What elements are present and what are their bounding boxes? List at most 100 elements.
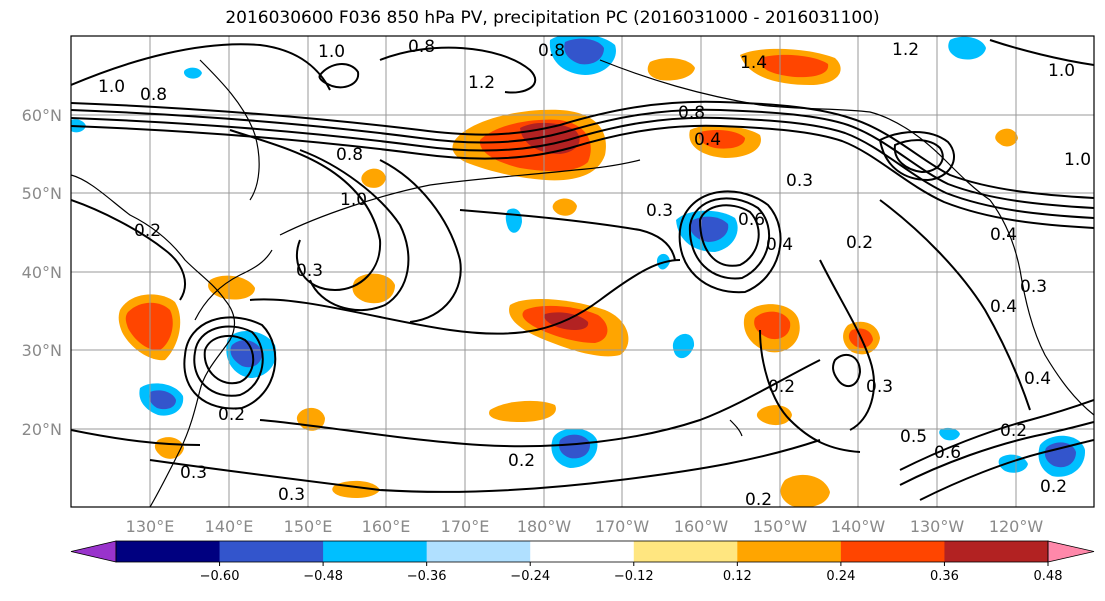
contour-label: 0.8 (336, 145, 363, 165)
precip-blob (647, 58, 695, 81)
pv-contour (71, 100, 1094, 199)
contour-label: 1.0 (318, 42, 345, 62)
contour-label: 0.5 (900, 427, 927, 447)
precip-blob (149, 390, 176, 410)
pv-contours (71, 39, 1094, 501)
latitude-label: 50°N (22, 184, 62, 203)
contour-label: 0.4 (694, 130, 721, 150)
pv-contour (379, 46, 537, 94)
precip-blob (1044, 442, 1076, 468)
contour-label: 0.8 (140, 85, 167, 105)
latitude-label: 60°N (22, 106, 62, 125)
pv-contour (459, 209, 676, 261)
latitude-label: 40°N (22, 263, 62, 282)
pv-contour (318, 63, 360, 89)
contour-label: 0.2 (1000, 421, 1027, 441)
longitude-labels: 130°E 140°E 150°E 160°E 170°E 180°W 170°… (126, 517, 1044, 536)
contour-label: 0.3 (1020, 277, 1047, 297)
contour-label: 0.2 (218, 405, 245, 425)
contour-label: 1.2 (892, 40, 919, 60)
precip-blob (183, 67, 202, 79)
pv-contour (698, 204, 760, 267)
pv-contour (71, 124, 1094, 229)
pv-contour (229, 129, 382, 292)
precip-blob (699, 130, 745, 149)
longitude-label: 170°W (595, 517, 650, 536)
pv-contour (183, 316, 277, 410)
pv-contour (259, 359, 821, 448)
colorbar-tick-label: −0.48 (303, 569, 343, 584)
contour-label: 1.4 (740, 53, 767, 73)
pv-contour (879, 199, 1031, 411)
contour-label: 0.3 (180, 463, 207, 483)
map-content: 1.0 0.8 1.0 0.8 1.2 0.8 1.4 1.2 1.0 0.8 … (71, 36, 1094, 510)
pv-contour (71, 43, 331, 91)
contour-label: 0.3 (278, 485, 305, 505)
contour-label: 0.3 (786, 171, 813, 191)
contour-label: 0.2 (745, 490, 772, 510)
contour-label: 0.3 (866, 377, 893, 397)
coastline-hawaii (729, 419, 743, 437)
graticule (71, 36, 1094, 507)
contour-label: 0.2 (134, 221, 161, 241)
contour-label: 0.4 (990, 225, 1017, 245)
longitude-label: 170°E (441, 517, 490, 536)
colorbar-tick-label: −0.12 (614, 569, 654, 584)
colorbar-segment (944, 541, 1049, 562)
pv-contour (149, 439, 821, 493)
coastline-japan (194, 249, 273, 321)
precip-blob (948, 36, 986, 60)
longitude-label: 120°W (989, 517, 1044, 536)
coastline-alaska (599, 59, 991, 201)
colorbar-border (115, 540, 1049, 563)
contour-label: 0.3 (296, 261, 323, 281)
pv-contour (678, 190, 782, 294)
map-border (70, 35, 1095, 508)
contour-label: 0.6 (934, 443, 961, 463)
figure-title: 2016030600 F036 850 hPa PV, precipitatio… (225, 8, 880, 28)
pv-contour (989, 39, 1094, 66)
colorbar-segment (219, 541, 324, 562)
contour-label: 1.0 (1064, 150, 1091, 170)
contour-label: 0.8 (678, 103, 705, 123)
pv-contour (249, 259, 681, 335)
pv-contour (299, 149, 410, 312)
colorbar-tick-label: −0.60 (200, 569, 240, 584)
precip-blob (754, 311, 791, 340)
longitude-label: 130°W (910, 517, 965, 536)
pv-contour (203, 334, 255, 385)
precip-blob (995, 128, 1018, 147)
colorbar-tick-label: 0.12 (723, 569, 752, 584)
pv-contour (819, 259, 875, 431)
contour-label: 0.8 (538, 41, 565, 61)
coastlines (71, 59, 1094, 507)
contour-label: 0.2 (508, 451, 535, 471)
colorbar-segment (530, 541, 635, 562)
longitude-label: 130°E (126, 517, 175, 536)
precip-blob (559, 434, 591, 459)
latitude-label: 20°N (22, 420, 62, 439)
contour-label: 0.2 (768, 377, 795, 397)
contour-label: 0.2 (1040, 477, 1067, 497)
colorbar-tick-label: 0.36 (930, 569, 959, 584)
colorbar-segment (426, 541, 531, 562)
pv-contour (759, 329, 861, 453)
coastline-na-west (989, 199, 1094, 416)
longitude-label: 160°E (362, 517, 411, 536)
longitude-label: 150°W (753, 517, 808, 536)
colorbar-arrow-high (1047, 540, 1095, 563)
precip-blob (756, 405, 792, 426)
coastline-asia (71, 174, 236, 507)
contour-label-group: 1.0 0.8 1.0 0.8 1.2 0.8 1.4 1.2 1.0 0.8 … (98, 37, 1091, 510)
precip-blob (939, 427, 960, 441)
pv-contour (193, 325, 264, 397)
colorbar: −0.60 −0.48 −0.36 −0.24 −0.12 0.12 0.24 0.36 0.4… (70, 540, 1095, 584)
contour-label: 0.6 (738, 210, 765, 230)
precip-blob (672, 333, 695, 359)
contour-label: 0.4 (1024, 369, 1051, 389)
contour-label: 1.0 (98, 77, 125, 97)
pv-contour (379, 159, 462, 323)
colorbar-tick-label: −0.36 (407, 569, 447, 584)
contour-label: 0.8 (408, 37, 435, 57)
contour-label: 0.3 (646, 201, 673, 221)
